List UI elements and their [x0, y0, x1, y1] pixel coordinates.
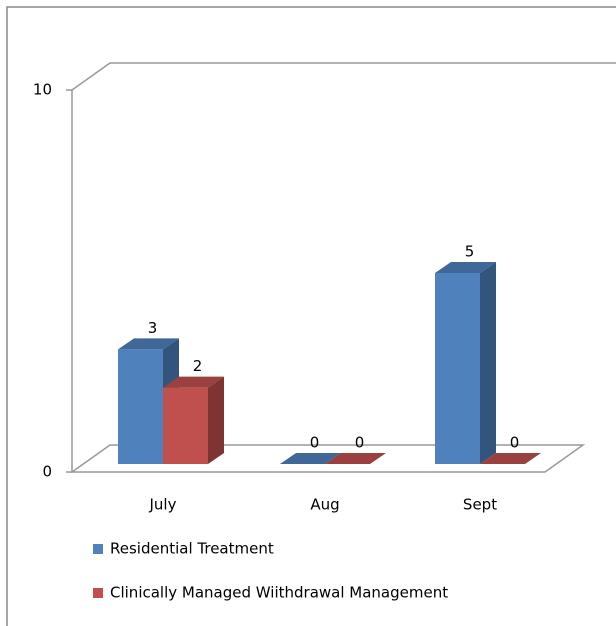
legend-swatch	[93, 544, 103, 554]
bar-side	[480, 262, 496, 464]
bar-top	[480, 453, 541, 464]
y-tick-label: 10	[33, 81, 52, 99]
bar	[280, 453, 341, 464]
data-label: 0	[510, 434, 520, 452]
back-wall	[71, 62, 616, 91]
bar	[325, 453, 386, 464]
bar-top	[280, 453, 341, 464]
bar-top	[163, 376, 224, 388]
floor	[69, 444, 586, 473]
bar-top	[435, 262, 496, 273]
legend-swatch	[93, 588, 103, 598]
bar-front	[435, 273, 480, 464]
y-tick-label: 0	[42, 463, 52, 481]
data-label: 0	[355, 434, 365, 452]
legend-label: Residential Treatment	[110, 540, 274, 558]
data-label: 3	[148, 319, 158, 337]
x-tick-label: July	[149, 496, 177, 514]
data-label: 0	[310, 434, 320, 452]
bar-top	[325, 453, 386, 464]
bar	[480, 453, 541, 464]
bar	[163, 376, 224, 464]
bar-side	[208, 376, 224, 464]
legend-label: Clinically Managed Wiithdrawal Managemen…	[110, 584, 448, 602]
chart-frame	[6, 6, 616, 626]
x-tick-label: Aug	[310, 496, 339, 514]
x-tick-label: Sept	[463, 496, 497, 514]
data-label: 2	[193, 357, 203, 375]
bar	[435, 262, 496, 464]
bar-top	[118, 338, 179, 350]
data-label: 5	[465, 243, 475, 261]
bar-front	[163, 387, 208, 464]
bar-front	[118, 349, 163, 464]
